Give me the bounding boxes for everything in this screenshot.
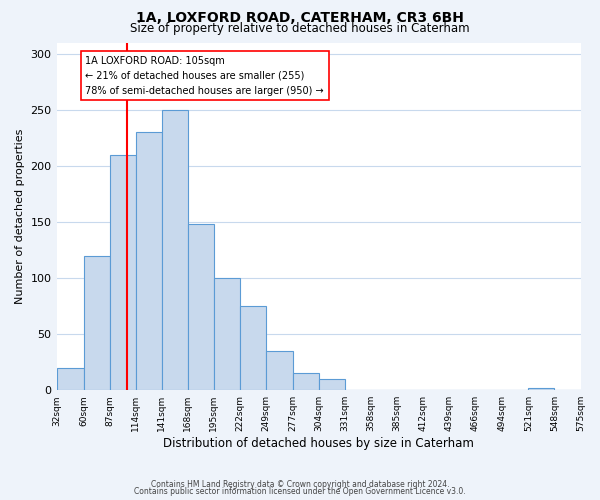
Text: Contains public sector information licensed under the Open Government Licence v3: Contains public sector information licen… — [134, 487, 466, 496]
Bar — [293, 374, 319, 390]
Bar — [83, 256, 110, 390]
X-axis label: Distribution of detached houses by size in Caterham: Distribution of detached houses by size … — [163, 437, 474, 450]
Bar — [529, 388, 554, 390]
Text: 1A, LOXFORD ROAD, CATERHAM, CR3 6BH: 1A, LOXFORD ROAD, CATERHAM, CR3 6BH — [136, 11, 464, 25]
Bar — [240, 306, 266, 390]
Bar — [188, 224, 214, 390]
Bar — [319, 379, 345, 390]
Text: 1A LOXFORD ROAD: 105sqm
← 21% of detached houses are smaller (255)
78% of semi-d: 1A LOXFORD ROAD: 105sqm ← 21% of detache… — [85, 56, 324, 96]
Y-axis label: Number of detached properties: Number of detached properties — [15, 128, 25, 304]
Bar — [214, 278, 240, 390]
Bar — [136, 132, 162, 390]
Bar — [110, 154, 136, 390]
Text: Size of property relative to detached houses in Caterham: Size of property relative to detached ho… — [130, 22, 470, 35]
Bar — [266, 351, 293, 390]
Bar — [162, 110, 188, 390]
Bar — [56, 368, 83, 390]
Text: Contains HM Land Registry data © Crown copyright and database right 2024.: Contains HM Land Registry data © Crown c… — [151, 480, 449, 489]
